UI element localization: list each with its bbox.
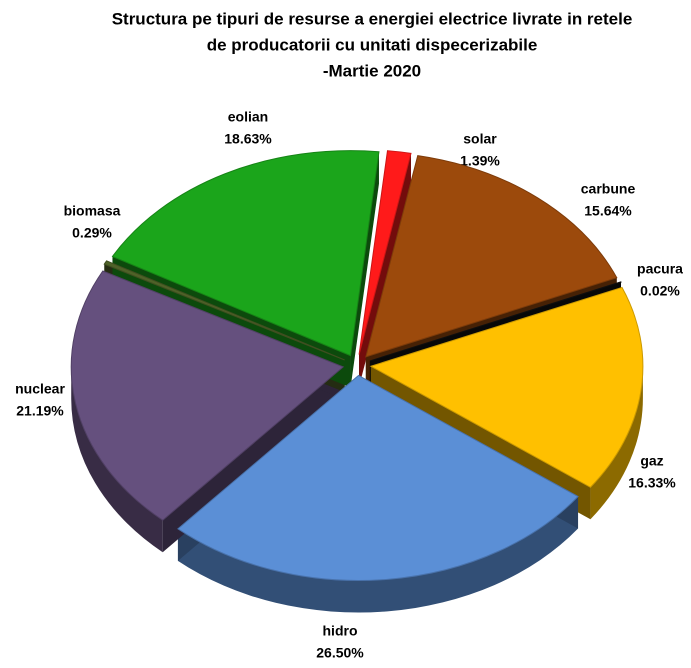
chart-title: de producatorii cu unitati dispecerizabi…	[207, 35, 538, 54]
slice	[358, 150, 412, 355]
slice-value-label: 0.29%	[72, 225, 112, 241]
chart-title: -Martie 2020	[323, 61, 421, 80]
slice-value-label: 0.02%	[640, 283, 680, 299]
slice-value-label: 1.39%	[460, 153, 500, 169]
slice-label: eolian	[228, 109, 268, 125]
slice-label: nuclear	[15, 381, 65, 397]
slice	[70, 270, 345, 521]
slice	[365, 155, 618, 358]
slice-value-label: 26.50%	[316, 645, 364, 661]
slice-edge	[350, 151, 379, 388]
slice-edge	[359, 153, 411, 387]
slice	[111, 150, 380, 357]
slice	[369, 281, 622, 362]
slice-value-label: 15.64%	[584, 203, 632, 219]
slice	[177, 374, 579, 581]
slice-label: biomasa	[64, 203, 121, 219]
chart-title: Structura pe tipuri de resurse a energie…	[112, 9, 633, 28]
slice-value-label: 21.19%	[16, 403, 64, 419]
slice-label: carbune	[581, 181, 636, 197]
slice-label: pacura	[637, 261, 683, 277]
slice-side	[590, 366, 643, 520]
slice	[369, 286, 644, 488]
slice-side	[177, 496, 579, 613]
slice-value-label: 16.33%	[628, 475, 676, 491]
slice-label: gaz	[640, 453, 663, 469]
slice-value-label: 18.63%	[224, 131, 272, 147]
slice-side	[71, 366, 163, 553]
slice-label: solar	[463, 131, 497, 147]
slice	[103, 260, 345, 361]
slice-label: hidro	[323, 623, 358, 639]
